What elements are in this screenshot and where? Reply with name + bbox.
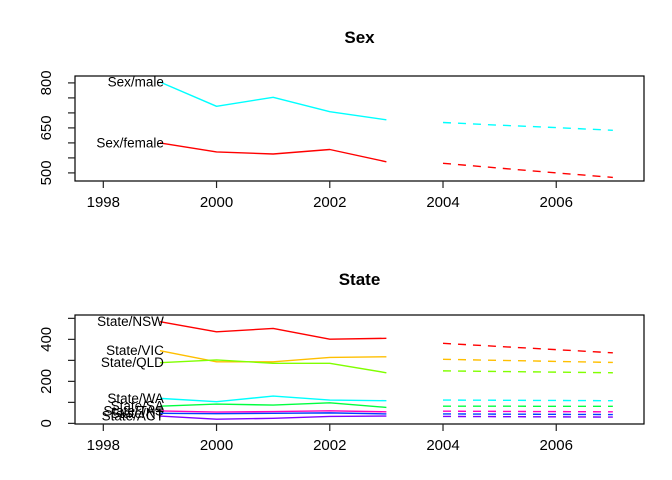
series-label-state-wa: State/WA <box>107 391 164 406</box>
y-tick-label: 500 <box>38 160 55 185</box>
y-tick-label: 0 <box>38 419 55 427</box>
series-history-line-state-qld <box>159 359 387 374</box>
series-label-state-nsw: State/NSW <box>97 314 164 329</box>
series-history-line-sex-male <box>159 81 387 121</box>
series-label-state-vic: State/VIC <box>106 343 164 358</box>
state-chart-title: State <box>338 270 381 289</box>
series-history-line-state-nt <box>159 412 387 415</box>
series-forecast-line-state-nt <box>443 413 613 416</box>
state-chart-plot: 1998 2000 2002 2004 2006 0 200 400 State/NSW Stat… <box>38 314 645 454</box>
series-history-line-state-vic <box>159 350 387 363</box>
series-history-line-state-nsw <box>159 321 387 340</box>
series-forecast-line-sex-male <box>442 121 613 131</box>
sex-chart-plot: 1998 2000 2002 2004 2006 500 650 800 Sex/male Sex… <box>38 70 645 211</box>
sex-chart: Sex 1998 2000 2002 2004 2006 500 650 800 Sex/mal… <box>38 28 645 211</box>
state-chart: State 1998 2000 2002 2004 2006 0 200 400 State/N… <box>0 240 672 480</box>
y-tick-label: 650 <box>38 115 55 140</box>
y-tick-label: 200 <box>38 369 55 394</box>
series-history-line-state-wa <box>159 395 387 403</box>
series-forecast-line-state-act <box>443 415 613 418</box>
series-forecast-line-state-nsw <box>442 342 613 354</box>
series-history-line-state-sa <box>159 402 387 409</box>
x-tick-label: 2004 <box>426 194 459 211</box>
series-label-state-tas: State/TAS <box>103 403 164 418</box>
sex-chart-title: Sex <box>344 28 375 47</box>
x-tick-label: 2004 <box>426 437 459 454</box>
x-tick-label: 2000 <box>200 437 233 454</box>
x-tick-label: 1998 <box>87 194 120 211</box>
series-forecast-line-state-tas <box>443 410 613 413</box>
plot-box <box>74 314 645 425</box>
series-forecast-line-state-vic <box>442 358 613 364</box>
series-label-state-nt: State/NT <box>111 406 164 421</box>
series-forecast-line-state-wa <box>443 399 613 402</box>
series-label-state-qld: State/QLD <box>101 355 164 370</box>
series-label-sex-female: Sex/female <box>96 135 164 150</box>
x-tick-label: 2006 <box>540 437 573 454</box>
series-history-line-state-act <box>159 415 387 420</box>
series-forecast-line-sex-female <box>442 162 613 179</box>
series-label-sex-male: Sex/male <box>108 75 164 90</box>
series-history-line-state-tas <box>159 410 387 413</box>
y-tick-label: 400 <box>38 327 55 352</box>
series-label-state-sa: State/SA <box>111 399 164 414</box>
y-tick-label: 800 <box>38 70 55 95</box>
series-label-state-act: State/ACT <box>102 409 164 424</box>
x-tick-label: 2002 <box>313 194 346 211</box>
plot-box <box>74 75 645 182</box>
x-tick-label: 2002 <box>313 437 346 454</box>
series-history-line-sex-female <box>159 142 387 163</box>
series-forecast-line-state-qld <box>443 370 613 374</box>
x-tick-label: 2006 <box>540 194 573 211</box>
x-tick-label: 1998 <box>87 437 120 454</box>
x-tick-label: 2000 <box>200 194 233 211</box>
